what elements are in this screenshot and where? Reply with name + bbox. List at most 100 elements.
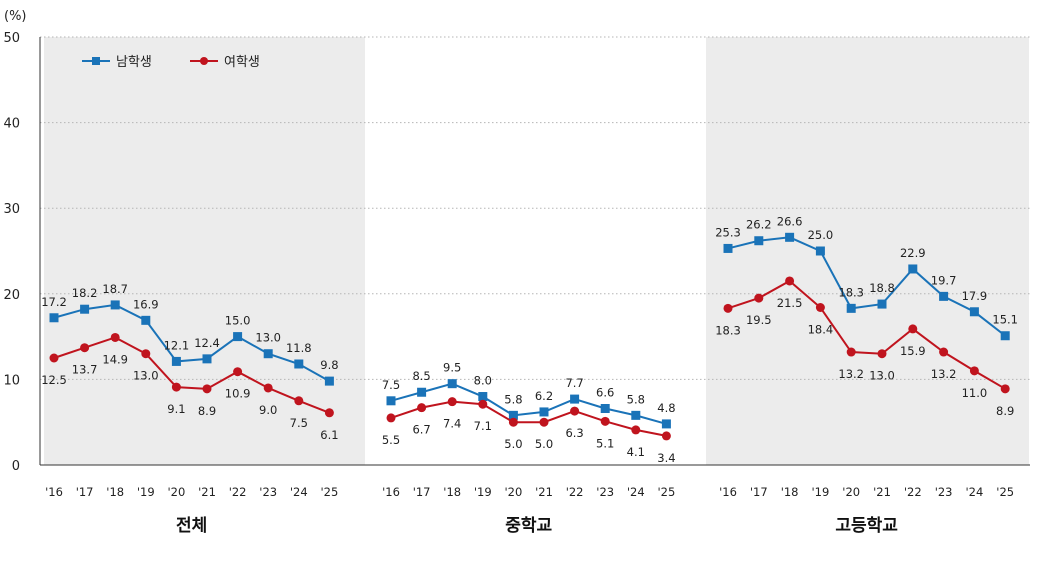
male-data-label: 18.8: [869, 281, 895, 295]
female-data-point: [508, 417, 518, 427]
male-series-line: [390, 382, 667, 425]
panel-background-1: [44, 37, 365, 465]
legend-marker-square: [92, 57, 100, 65]
female-data-point: [233, 367, 243, 377]
male-data-label: 13.0: [255, 331, 281, 345]
x-tick-label: '16: [719, 485, 737, 499]
x-tick-label: '24: [627, 485, 645, 499]
female-data-label: 12.5: [41, 373, 67, 387]
legend-marker-circle: [200, 57, 208, 65]
x-tick-label: '17: [76, 485, 94, 499]
female-data-point: [417, 403, 427, 413]
x-tick-label: '23: [935, 485, 953, 499]
panel-title: 고등학교: [835, 516, 898, 536]
male-data-point: [233, 332, 243, 342]
female-data-label: 6.1: [320, 428, 338, 442]
panel-title: 전체: [176, 516, 207, 536]
female-data-point: [294, 396, 304, 406]
x-tick-label: '17: [413, 485, 431, 499]
male-data-point: [1000, 331, 1010, 341]
x-tick-label: '24: [290, 485, 308, 499]
female-data-point: [447, 397, 457, 407]
x-tick-label: '19: [474, 485, 492, 499]
female-series-line: [390, 400, 667, 437]
female-data-point: [600, 416, 610, 426]
male-data-point: [202, 354, 212, 364]
male-data-point: [939, 291, 949, 301]
male-data-point: [539, 407, 549, 417]
x-tick-label: '25: [658, 485, 676, 499]
male-data-point: [785, 232, 795, 242]
x-tick-label: '18: [443, 485, 461, 499]
female-data-label: 8.9: [198, 404, 216, 418]
male-data-label: 25.3: [715, 225, 741, 239]
male-data-label: 5.8: [504, 392, 522, 406]
x-tick-label: '18: [106, 485, 124, 499]
female-data-point: [110, 332, 120, 342]
female-data-point: [202, 384, 212, 394]
female-data-point: [877, 349, 887, 359]
male-series-line: [727, 236, 1006, 337]
male-data-label: 25.0: [808, 228, 834, 242]
female-data-point: [141, 349, 151, 359]
male-data-point: [171, 356, 181, 366]
female-data-label: 10.9: [225, 387, 251, 401]
female-data-label: 3.4: [657, 451, 675, 465]
x-tick-label: '22: [566, 485, 584, 499]
male-data-point: [631, 410, 641, 420]
female-data-label: 13.2: [931, 367, 957, 381]
male-data-point: [80, 304, 90, 314]
legend-label: 여학생: [224, 55, 260, 70]
female-data-label: 13.0: [133, 369, 159, 383]
male-data-point: [877, 299, 887, 309]
female-data-label: 13.2: [838, 367, 864, 381]
female-data-label: 6.3: [565, 426, 583, 440]
y-tick-label: 30: [3, 202, 20, 217]
female-data-point: [908, 324, 918, 334]
female-data-point: [171, 382, 181, 392]
male-data-point: [386, 396, 396, 406]
male-data-point: [478, 392, 488, 402]
female-data-label: 9.0: [259, 403, 277, 417]
female-data-label: 15.9: [900, 344, 926, 358]
male-data-point: [661, 419, 671, 429]
male-data-label: 18.2: [72, 286, 98, 300]
female-data-label: 18.4: [808, 322, 834, 336]
male-data-label: 18.7: [102, 282, 128, 296]
x-tick-label: '20: [168, 485, 186, 499]
x-tick-label: '16: [382, 485, 400, 499]
male-data-point: [417, 387, 427, 397]
male-data-label: 12.4: [194, 336, 220, 350]
x-tick-label: '20: [842, 485, 860, 499]
male-data-label: 9.5: [443, 361, 461, 375]
male-data-point: [908, 264, 918, 274]
male-data-label: 17.2: [41, 295, 67, 309]
male-data-point: [263, 349, 273, 359]
male-data-point: [969, 307, 979, 317]
female-data-point: [661, 431, 671, 441]
x-tick-label: '24: [966, 485, 984, 499]
female-data-point: [754, 293, 764, 303]
male-data-label: 7.5: [382, 378, 400, 392]
male-data-point: [294, 359, 304, 369]
female-data-point: [815, 302, 825, 312]
male-data-label: 9.8: [320, 358, 338, 372]
panel-background-3: [706, 37, 1029, 465]
male-data-point: [570, 394, 580, 404]
female-data-point: [386, 413, 396, 423]
y-tick-label: 40: [3, 117, 20, 132]
y-tick-label: 10: [3, 373, 20, 388]
female-data-label: 18.3: [715, 323, 741, 337]
female-data-label: 5.0: [504, 437, 522, 451]
male-data-point: [324, 376, 334, 386]
female-data-point: [1000, 384, 1010, 394]
male-data-label: 17.9: [962, 289, 988, 303]
male-data-label: 11.8: [286, 341, 312, 355]
female-data-label: 5.1: [596, 436, 614, 450]
female-series-line: [53, 336, 330, 414]
x-tick-label: '20: [505, 485, 523, 499]
female-data-label: 5.5: [382, 433, 400, 447]
female-data-point: [631, 425, 641, 435]
female-data-point: [570, 406, 580, 416]
